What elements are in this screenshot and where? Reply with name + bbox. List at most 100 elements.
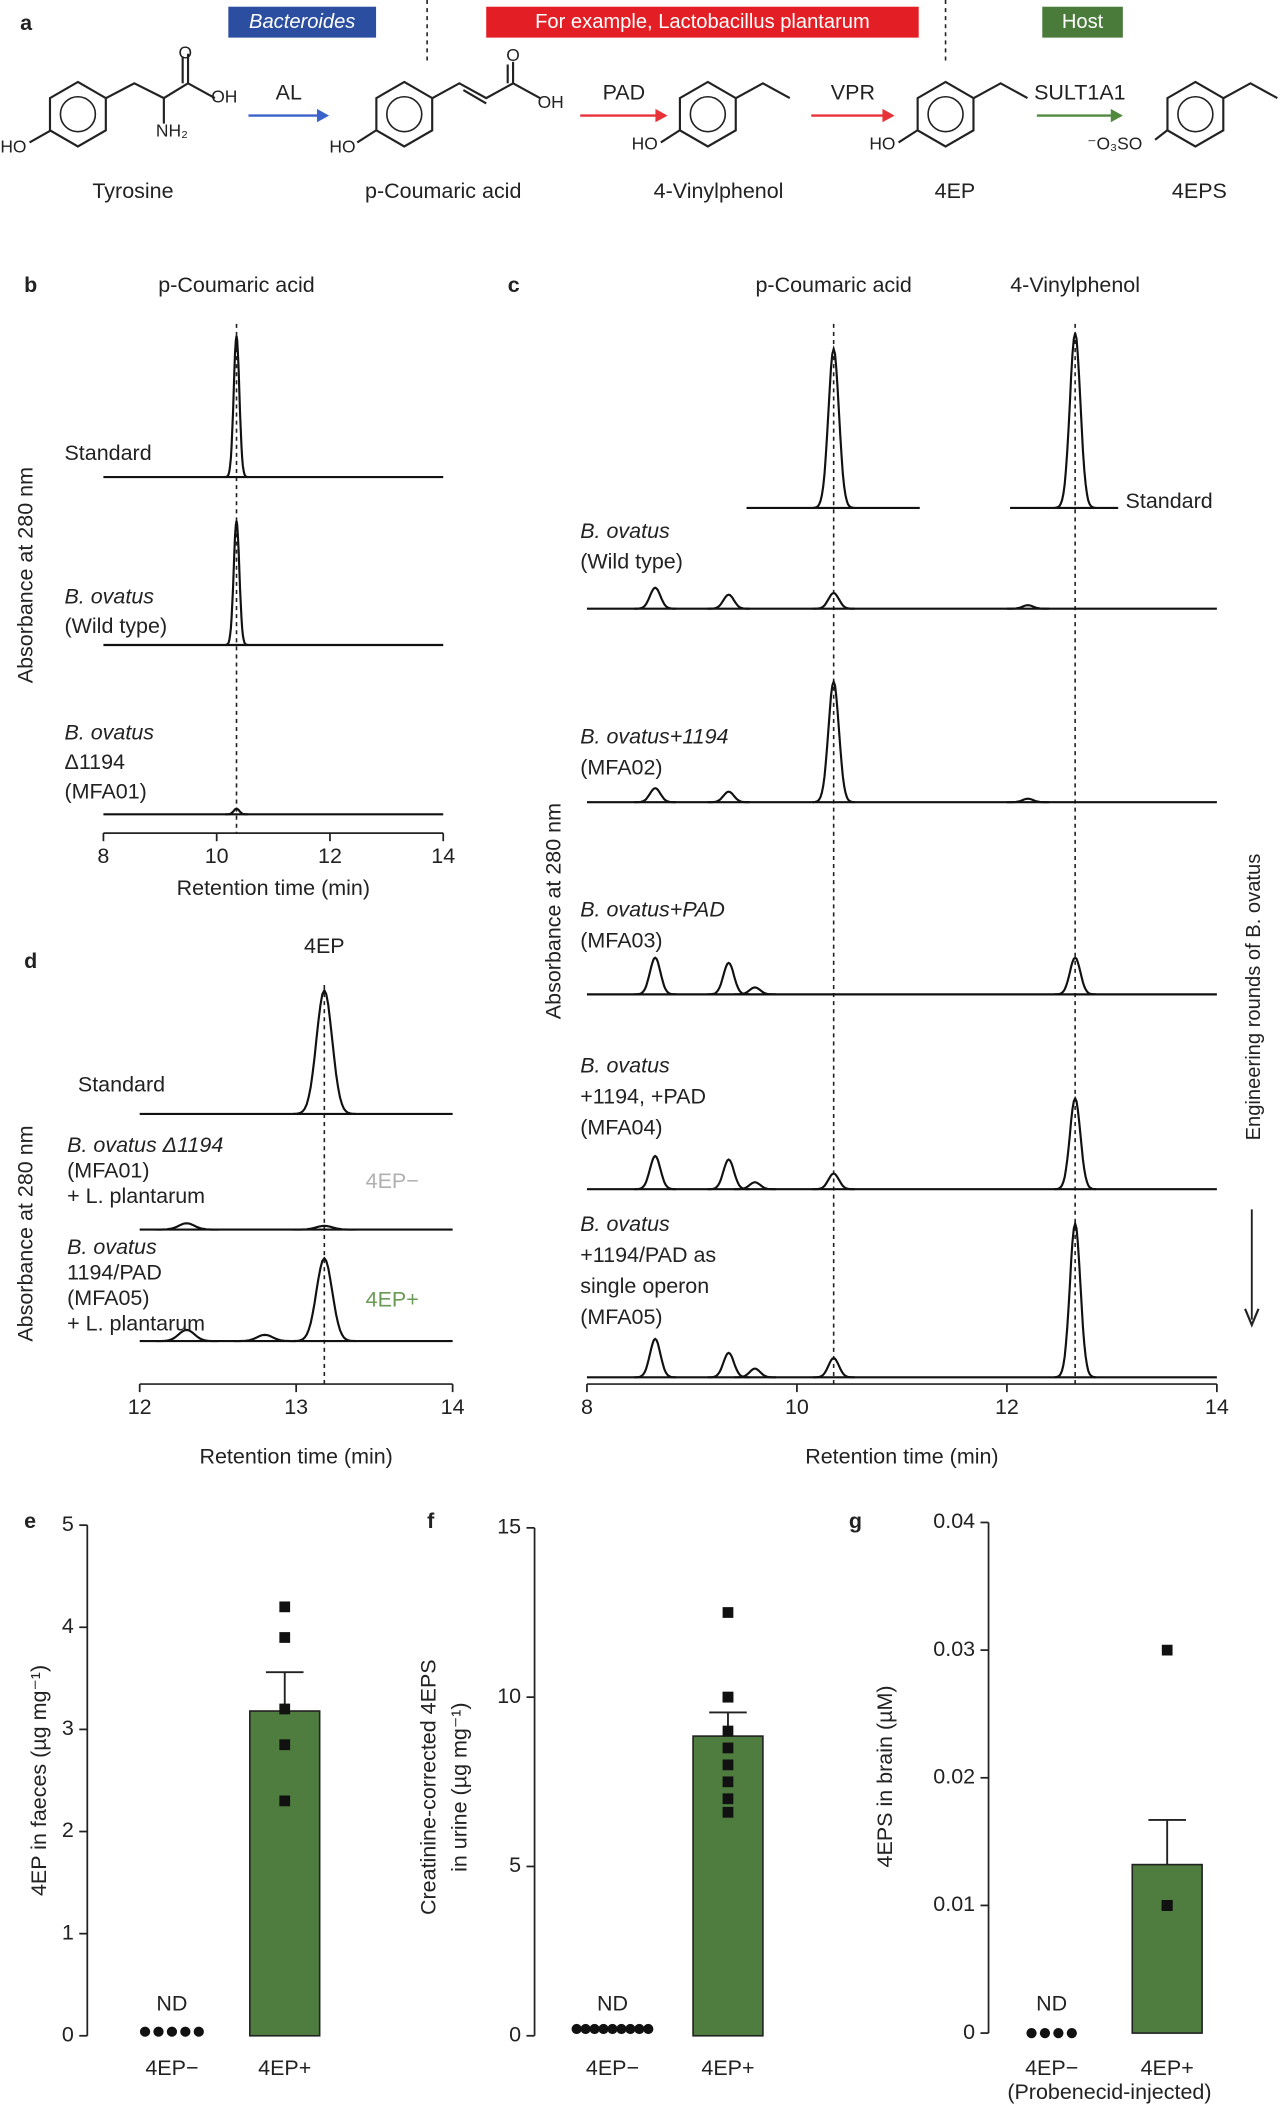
atom-label: NH₂ bbox=[156, 120, 188, 140]
data-point bbox=[722, 1742, 734, 1754]
aromatic-circle bbox=[1177, 95, 1214, 133]
peak bbox=[707, 961, 750, 996]
arrow-head bbox=[1110, 108, 1123, 123]
enzyme-label: AL bbox=[276, 81, 302, 105]
peak bbox=[812, 678, 855, 804]
molecule-name: 4EPS bbox=[1172, 179, 1227, 203]
y-tick-label: 15 bbox=[497, 1515, 521, 1539]
y-tick-label: 3 bbox=[62, 1716, 74, 1740]
trace-label: (Wild type) bbox=[64, 614, 167, 638]
peak bbox=[812, 591, 855, 610]
data-point bbox=[279, 1703, 291, 1715]
data-point bbox=[598, 2023, 609, 2035]
trace-label: B. ovatus bbox=[64, 720, 154, 744]
trace-label: B. ovatus bbox=[580, 519, 670, 543]
x-tick-label: 4EP− bbox=[145, 2056, 198, 2080]
atom-label: HO bbox=[632, 134, 658, 154]
peak bbox=[1053, 1095, 1097, 1191]
data-point bbox=[634, 2023, 645, 2035]
x-tick-label: 8 bbox=[581, 1395, 593, 1419]
bar bbox=[249, 1710, 321, 2037]
x-tick-label: 14 bbox=[431, 844, 455, 868]
x-tick-label: 12 bbox=[318, 844, 342, 868]
annotation: ND bbox=[156, 1992, 187, 2016]
atom-label: HO bbox=[869, 134, 895, 154]
trace-label: B. ovatus bbox=[64, 585, 154, 609]
trace-label: B. ovatus bbox=[67, 1235, 157, 1259]
x-tick-label: 4EP− bbox=[586, 2056, 639, 2080]
data-point bbox=[722, 1607, 734, 1618]
peak bbox=[1054, 956, 1097, 996]
peak bbox=[634, 787, 677, 804]
x-tick-label: 4EP+ bbox=[1141, 2056, 1194, 2080]
x-tick-label: 4EP+ bbox=[701, 2056, 754, 2080]
trace-label: Standard bbox=[1126, 489, 1213, 513]
bar bbox=[1131, 1863, 1203, 2034]
x-tick-label: 8 bbox=[97, 844, 109, 868]
data-point bbox=[279, 1739, 291, 1751]
peak bbox=[634, 586, 677, 610]
trace-label: (MFA03) bbox=[580, 929, 662, 953]
data-point bbox=[1161, 1644, 1173, 1656]
trace-label: Standard bbox=[78, 1072, 165, 1096]
y-tick-label: 0.02 bbox=[933, 1764, 975, 1788]
annotation: ND bbox=[597, 1992, 628, 2016]
panel-letter: a bbox=[20, 11, 33, 35]
y-axis-label: Creatinine-corrected 4EPS bbox=[416, 1659, 440, 1915]
trace-label: single operon bbox=[580, 1274, 709, 1298]
peak bbox=[733, 1367, 776, 1379]
data-point bbox=[1066, 2027, 1077, 2039]
peak bbox=[233, 1333, 297, 1343]
data-point bbox=[279, 1601, 291, 1613]
peak bbox=[292, 988, 356, 1116]
x-tick-label: 13 bbox=[284, 1395, 308, 1419]
y-axis-label: Absorbance at 280 nm bbox=[14, 467, 38, 683]
atom-label: O bbox=[179, 42, 193, 62]
trace-label: B. ovatus Δ1194 bbox=[67, 1133, 223, 1157]
panel-letter: e bbox=[24, 1509, 36, 1533]
x-tick-label: 4EP+ bbox=[258, 2056, 311, 2080]
x-tick-label: 12 bbox=[128, 1395, 152, 1419]
group-box bbox=[228, 6, 377, 38]
peak bbox=[812, 1356, 855, 1379]
trace-label: + L. plantarum bbox=[67, 1312, 205, 1336]
enzyme-label: SULT1A1 bbox=[1034, 81, 1126, 105]
benzene-ring bbox=[1166, 80, 1225, 148]
group-label: Host bbox=[1062, 11, 1104, 33]
peak bbox=[292, 1256, 356, 1343]
marker-label: p-Coumaric acid bbox=[755, 273, 911, 297]
x-tick-label: 10 bbox=[205, 844, 229, 868]
group-box bbox=[1042, 6, 1123, 38]
peak bbox=[225, 335, 249, 479]
trace-label: (Wild type) bbox=[580, 550, 683, 574]
panel-letter: c bbox=[508, 273, 520, 297]
data-point bbox=[1026, 2027, 1037, 2039]
y-axis-label: Absorbance at 280 nm bbox=[14, 1125, 38, 1341]
peak bbox=[225, 520, 249, 647]
trace-label: Δ1194 bbox=[64, 750, 125, 774]
peak bbox=[812, 344, 855, 510]
atom-label: O bbox=[506, 45, 520, 65]
arrow-head bbox=[655, 108, 668, 123]
atom-label: HO bbox=[0, 136, 26, 156]
peak bbox=[225, 807, 248, 816]
data-point bbox=[153, 2026, 164, 2037]
peak bbox=[707, 1158, 750, 1191]
peak bbox=[634, 1154, 677, 1191]
y-tick-label: 5 bbox=[62, 1512, 74, 1536]
data-point bbox=[1039, 2027, 1051, 2039]
data-point bbox=[722, 1725, 734, 1737]
y-tick-label: 0.01 bbox=[933, 1892, 975, 1916]
x-tick-label: 4EP− bbox=[1025, 2056, 1078, 2080]
data-point bbox=[580, 2023, 591, 2035]
arrow-head bbox=[316, 108, 330, 123]
structure-bonds bbox=[29, 0, 1278, 1328]
y-axis-label: 4EPS in brain (µM) bbox=[873, 1685, 897, 1867]
aromatic-circle bbox=[689, 95, 727, 133]
marker-label: p-Coumaric acid bbox=[158, 273, 314, 297]
peak bbox=[155, 1222, 218, 1231]
data-point bbox=[589, 2023, 600, 2035]
molecule-name: 4EP bbox=[935, 179, 976, 203]
